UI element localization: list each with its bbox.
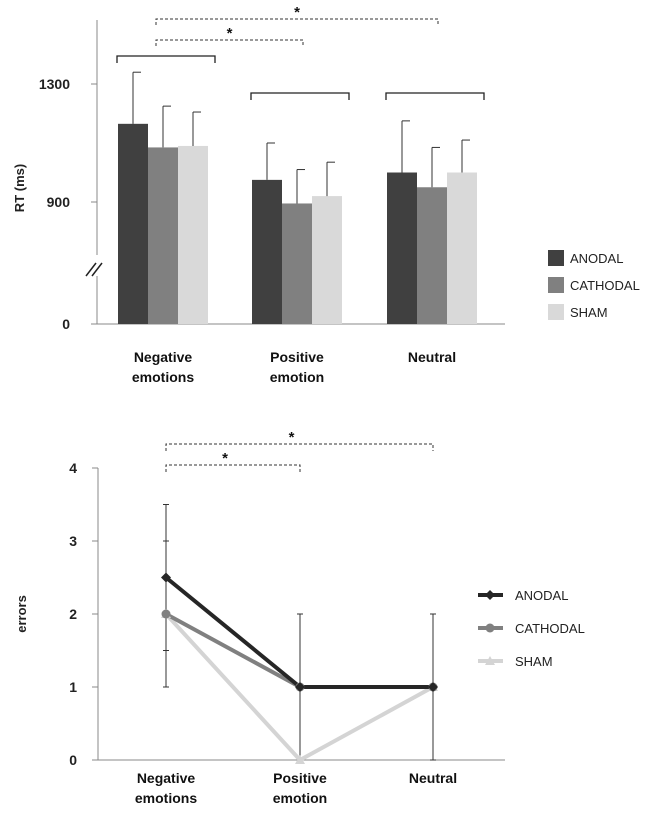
bar-cathodal xyxy=(417,187,447,324)
axis-break-mark xyxy=(91,262,103,277)
y-tick-label: 1300 xyxy=(39,76,70,92)
y-tick-label: 4 xyxy=(69,460,77,476)
significance-star: * xyxy=(227,25,233,42)
legend-swatch-cathodal xyxy=(548,277,564,293)
category-label: Neutral xyxy=(409,770,457,786)
data-point-anodal xyxy=(295,682,305,692)
group-bracket xyxy=(385,92,485,100)
bar-cathodal xyxy=(282,203,312,324)
legend-label: CATHODAL xyxy=(515,621,585,636)
significance-line xyxy=(155,39,304,46)
legend-label: CATHODAL xyxy=(570,278,640,293)
significance-line xyxy=(165,464,301,472)
bar-anodal xyxy=(252,179,282,324)
data-point-cathodal xyxy=(161,609,171,619)
legend-label: SHAM xyxy=(570,305,608,320)
y-tick-label: 2 xyxy=(69,606,77,622)
significance-star: * xyxy=(222,450,228,467)
y-axis-title: errors xyxy=(14,595,29,633)
legend-label: ANODAL xyxy=(570,251,623,266)
bar-sham xyxy=(312,196,342,324)
bar-sham xyxy=(447,172,477,324)
legend-marker-sham xyxy=(485,656,495,665)
group-bracket xyxy=(116,55,216,63)
y-axis-title: RT (ms) xyxy=(12,164,27,212)
category-label: Negative xyxy=(134,349,193,365)
rt-bar-chart: 0 900 1300 RT (ms) Negative emotions Positive e… xyxy=(12,4,640,385)
significance-line xyxy=(155,18,439,25)
y-tick-label: 900 xyxy=(47,194,71,210)
significance-star: * xyxy=(294,4,300,21)
legend-swatch-anodal xyxy=(548,250,564,266)
category-label: emotions xyxy=(135,790,197,806)
category-label: Positive xyxy=(270,349,324,365)
data-point-anodal xyxy=(428,682,438,692)
axis-break-mark xyxy=(85,262,97,277)
y-tick-label: 1 xyxy=(69,679,77,695)
legend-marker-cathodal xyxy=(485,623,495,633)
category-label: Positive xyxy=(273,770,327,786)
y-tick-label: 0 xyxy=(62,316,70,332)
bar-sham xyxy=(178,145,208,324)
category-label: Neutral xyxy=(408,349,456,365)
category-label: Negative xyxy=(137,770,196,786)
bar-anodal xyxy=(387,172,417,324)
data-point-sham xyxy=(295,755,305,764)
errors-line-chart: 0 1 2 3 4 errors Negative emotions Positive emoti… xyxy=(14,429,585,806)
category-label: emotion xyxy=(270,369,324,385)
y-tick-label: 3 xyxy=(69,533,77,549)
legend-marker-anodal xyxy=(485,590,495,600)
category-label: emotion xyxy=(273,790,327,806)
legend-swatch-sham xyxy=(548,304,564,320)
significance-star: * xyxy=(289,429,295,446)
bar-cathodal xyxy=(148,147,178,324)
significance-line xyxy=(165,443,434,451)
data-point-anodal xyxy=(161,572,171,583)
legend-label: ANODAL xyxy=(515,588,568,603)
bar-anodal xyxy=(118,123,148,324)
category-label: emotions xyxy=(132,369,194,385)
y-tick-label: 0 xyxy=(69,752,77,768)
group-bracket xyxy=(250,92,350,100)
legend-label: SHAM xyxy=(515,654,553,669)
